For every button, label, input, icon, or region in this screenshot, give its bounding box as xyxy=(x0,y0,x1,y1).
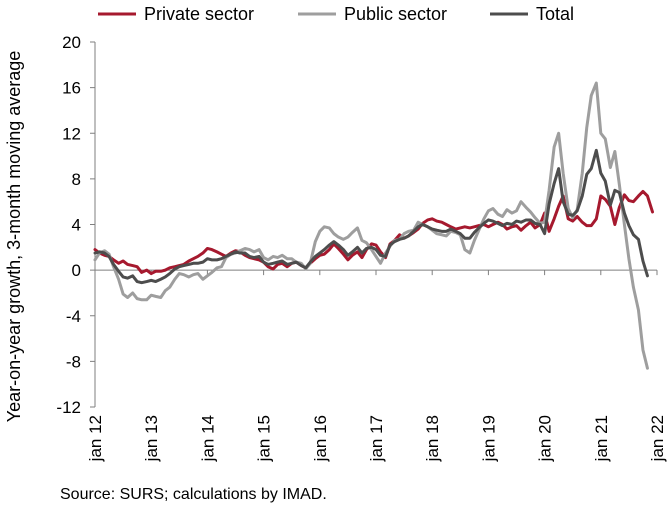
legend-label: Public sector xyxy=(344,4,447,24)
x-tick-label: jan 16 xyxy=(311,415,330,462)
series-layer xyxy=(93,81,654,370)
series-line xyxy=(93,148,649,285)
x-tick-label: jan 20 xyxy=(536,415,555,462)
x-tick-label: jan 17 xyxy=(367,415,386,462)
x-tick-label: jan 19 xyxy=(479,415,498,462)
y-tick-label: 0 xyxy=(72,261,81,280)
y-tick-label: -8 xyxy=(66,352,81,371)
y-tick-label: -12 xyxy=(56,398,81,417)
source-note: Source: SURS; calculations by IMAD. xyxy=(60,486,327,503)
x-tick-label: jan 18 xyxy=(423,415,442,462)
legend-label: Private sector xyxy=(144,4,254,24)
series-public-sector xyxy=(93,81,649,370)
y-tick-label: 12 xyxy=(62,124,81,143)
x-tick-label: jan 14 xyxy=(198,415,217,462)
legend-label: Total xyxy=(536,4,574,24)
y-tick-label: 16 xyxy=(62,79,81,98)
series-line xyxy=(93,189,654,276)
y-tick-label: 4 xyxy=(72,216,81,235)
legend: Private sector Public sector Total xyxy=(98,4,574,24)
y-axis: -12 -8 -4 0 4 8 12 16 20 xyxy=(56,33,96,417)
series-line xyxy=(93,81,649,370)
x-tick-label: jan 13 xyxy=(142,415,161,462)
x-axis: jan 12 jan 13 jan 14 jan 15 jan 16 jan 17 jan … xyxy=(86,269,667,462)
y-tick-label: 8 xyxy=(72,170,81,189)
x-tick-label: jan 22 xyxy=(648,415,667,462)
y-tick-label: -4 xyxy=(66,307,81,326)
y-axis-title: Year-on-year growth, 3-month moving aver… xyxy=(4,51,24,423)
x-tick-label: jan 15 xyxy=(255,415,274,462)
x-tick-label: jan 21 xyxy=(592,415,611,462)
y-tick-label: 20 xyxy=(62,33,81,52)
series-total xyxy=(93,148,649,285)
x-tick-label: jan 12 xyxy=(86,415,105,462)
